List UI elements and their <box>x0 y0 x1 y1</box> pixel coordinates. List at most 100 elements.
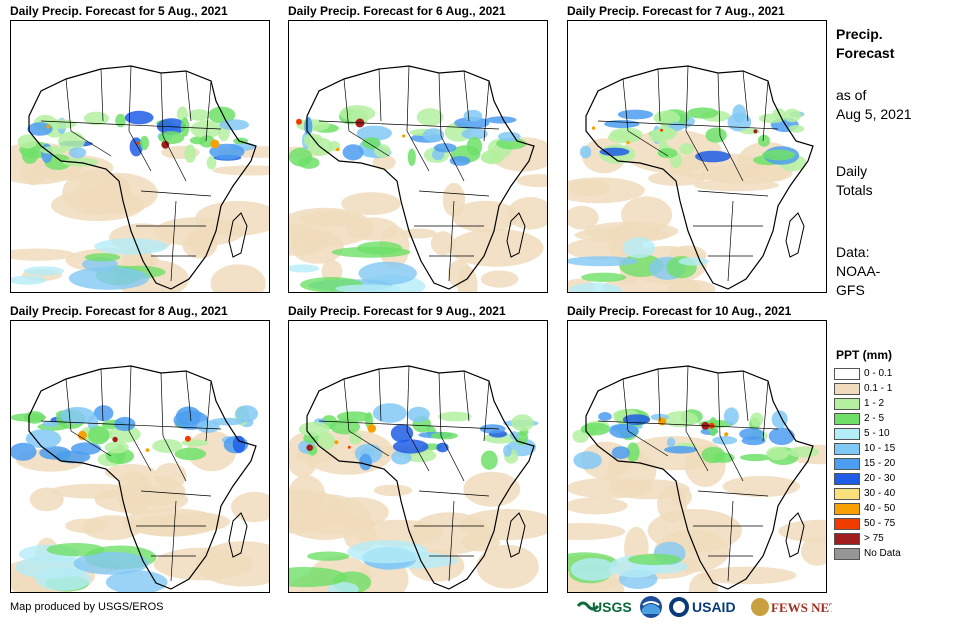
dry-area <box>568 205 599 230</box>
legend-swatch <box>834 473 860 485</box>
rain-area <box>466 136 483 156</box>
country-border <box>463 370 470 422</box>
rain-area <box>438 411 472 422</box>
legend-swatch <box>834 428 860 440</box>
rain-area <box>289 264 320 273</box>
rain-area <box>114 416 136 432</box>
dry-area <box>647 509 742 553</box>
country-border <box>70 130 112 157</box>
heavy-rain-spot <box>296 118 302 125</box>
country-border <box>762 80 769 142</box>
dry-area <box>507 197 547 230</box>
rain-area <box>461 128 488 140</box>
rain-area <box>573 451 602 470</box>
heavy-rain-spot <box>306 444 313 451</box>
rain-area <box>657 148 678 159</box>
madagascar-outline <box>506 512 526 558</box>
country-border <box>185 370 192 422</box>
country-border <box>597 420 779 430</box>
rain-area <box>732 104 746 123</box>
heavy-rain-spot <box>112 436 118 443</box>
country-border <box>685 130 709 172</box>
rain-area <box>347 540 428 564</box>
rain-area <box>335 284 401 292</box>
heavy-rain-spot <box>591 126 596 130</box>
country-border <box>318 120 500 130</box>
heavy-rain-spot <box>626 140 630 145</box>
dry-area <box>693 179 779 192</box>
rain-area <box>503 444 512 457</box>
dry-area <box>182 231 218 259</box>
rain-area <box>390 424 414 443</box>
rain-area <box>330 418 361 435</box>
rain-area <box>304 116 313 137</box>
legend-label: 2 - 5 <box>864 413 885 424</box>
rain-area <box>581 272 627 282</box>
noaa-logo <box>638 592 664 622</box>
rain-area <box>158 131 185 145</box>
dry-area <box>699 566 797 585</box>
dry-area <box>82 515 142 541</box>
rain-area <box>180 117 190 137</box>
country-border <box>657 68 661 122</box>
country-border <box>717 72 721 137</box>
rain-area <box>626 442 640 462</box>
rain-area <box>609 423 639 439</box>
rain-area <box>219 119 250 131</box>
rain-area <box>339 105 376 122</box>
legend-label: 40 - 50 <box>864 503 896 514</box>
rain-area <box>362 137 381 150</box>
rain-area <box>317 432 336 450</box>
coastline <box>28 365 257 590</box>
rain-area <box>349 432 362 445</box>
sidebar-data-source: Data: NOAA- GFS <box>836 243 880 300</box>
heavy-rain-spot <box>161 140 170 149</box>
country-border <box>597 120 779 130</box>
panel-title: Daily Precip. Forecast for 9 Aug., 2021 <box>288 304 506 318</box>
rain-area <box>480 150 505 165</box>
country-border <box>406 365 410 432</box>
rain-area <box>235 405 258 423</box>
rain-area <box>190 120 222 139</box>
rain-area <box>723 407 739 426</box>
country-border <box>40 120 222 130</box>
country-border <box>440 435 465 482</box>
dry-area <box>568 497 628 515</box>
precip-map <box>288 20 548 293</box>
rain-area <box>740 453 772 462</box>
rain-area <box>766 446 790 460</box>
rain-area <box>705 127 727 143</box>
country-border <box>448 200 455 282</box>
forecast-panel-6: Daily Precip. Forecast for 10 Aug., 2021 <box>567 303 827 593</box>
rain-area <box>664 445 698 454</box>
partner-logos: USGS USAID FEWS NET <box>576 592 838 622</box>
legend-swatch <box>834 503 860 515</box>
coastline <box>306 65 535 290</box>
rain-area <box>140 135 149 151</box>
country-border <box>378 68 382 122</box>
rain-area <box>622 237 656 259</box>
rain-area <box>307 551 350 561</box>
sidebar-asof: as of Aug 5, 2021 <box>836 86 912 124</box>
legend-label: 20 - 30 <box>864 473 896 484</box>
dry-area <box>448 228 544 267</box>
rain-area <box>788 446 819 458</box>
forecast-panel-5: Daily Precip. Forecast for 9 Aug., 2021 <box>288 303 548 593</box>
country-border <box>406 130 430 172</box>
rain-area <box>210 417 245 426</box>
dry-area <box>373 484 413 497</box>
precip-map <box>567 320 827 593</box>
rain-area <box>68 266 149 290</box>
dry-area <box>231 491 269 523</box>
dry-area <box>341 192 401 216</box>
dry-area <box>133 514 205 537</box>
dry-area <box>372 154 396 171</box>
precip-map <box>567 20 827 293</box>
legend-label: 30 - 40 <box>864 488 896 499</box>
country-border <box>685 430 709 472</box>
rain-area <box>666 437 676 448</box>
dry-area <box>210 264 266 292</box>
rain-area <box>416 108 444 126</box>
country-border <box>717 372 721 437</box>
rain-area <box>679 143 694 155</box>
